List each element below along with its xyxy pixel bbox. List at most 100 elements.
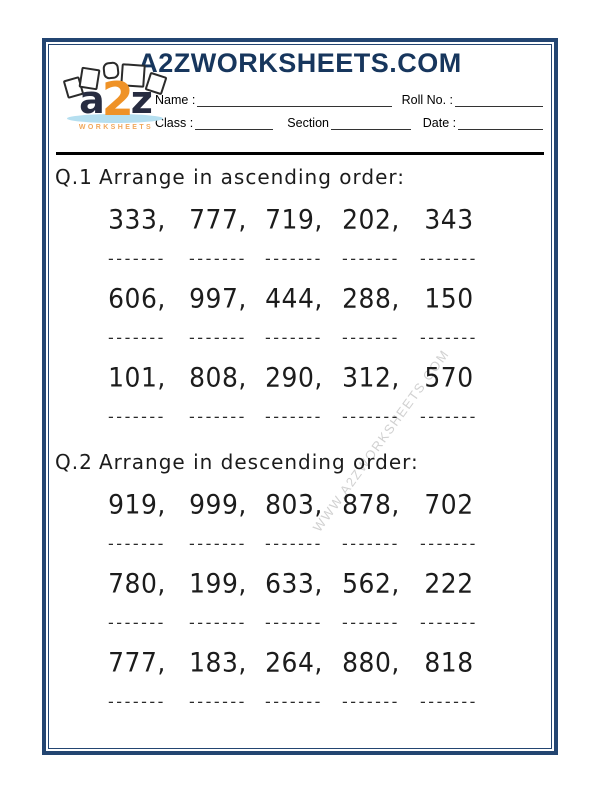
student-fields: Name : Roll No. : Class : Section Date : <box>155 93 543 130</box>
number-value: 444, <box>265 282 323 315</box>
header-divider <box>56 152 544 155</box>
numbers-row: 919, 999, 803, 878, 702 <box>55 488 545 521</box>
number-value: 183, <box>189 646 247 679</box>
date-line <box>458 116 543 130</box>
numbers-row: 606, 997, 444, 288, 150 <box>55 282 545 315</box>
page-border-inner: A2ZWORKSHEETS.COM a2z WORKSHEETS Name : <box>48 44 552 749</box>
answer-blanks-row: ------- ------- ------- ------- ------- <box>55 328 545 347</box>
worksheet-body: Q.1 Arrange in ascending order: 333, 777… <box>55 165 545 711</box>
number-value: 606, <box>108 282 166 315</box>
answer-blank: ------- <box>189 249 247 268</box>
roll-line <box>455 93 543 107</box>
number-value: 222 <box>424 567 474 600</box>
question-1-title: Arrange in ascending order: <box>99 165 406 189</box>
name-line <box>197 93 392 107</box>
answer-blank: ------- <box>342 534 400 553</box>
answer-blank: ------- <box>265 613 323 632</box>
answer-blank: ------- <box>189 534 247 553</box>
number-value: 919, <box>108 488 166 521</box>
answer-blank: ------- <box>420 407 478 426</box>
number-value: 878, <box>342 488 400 521</box>
number-value: 312, <box>342 361 400 394</box>
date-label: Date : <box>422 116 457 130</box>
number-value: 997, <box>189 282 247 315</box>
worksheet-header: A2ZWORKSHEETS.COM a2z WORKSHEETS Name : <box>55 48 545 144</box>
number-value: 343 <box>424 203 474 236</box>
number-value: 999, <box>189 488 247 521</box>
field-row-1: Name : Roll No. : <box>155 93 543 107</box>
number-value: 803, <box>265 488 323 521</box>
numbers-row: 333, 777, 719, 202, 343 <box>55 203 545 236</box>
number-value: 101, <box>108 361 166 394</box>
a2z-logo: a2z WORKSHEETS <box>62 61 169 142</box>
roll-label: Roll No. : <box>401 93 453 107</box>
number-value: 150 <box>424 282 474 315</box>
number-value: 719, <box>265 203 323 236</box>
answer-blank: ------- <box>108 534 166 553</box>
answer-blank: ------- <box>265 692 323 711</box>
question-2-heading: Q.2 Arrange in descending order: <box>55 450 545 474</box>
number-value: 880, <box>342 646 400 679</box>
answer-blank: ------- <box>265 328 323 347</box>
answer-blank: ------- <box>108 692 166 711</box>
number-value: 290, <box>265 361 323 394</box>
number-value: 780, <box>108 567 166 600</box>
answer-blank: ------- <box>189 407 247 426</box>
numbers-row: 101, 808, 290, 312, 570 <box>55 361 545 394</box>
number-value: 633, <box>265 567 323 600</box>
number-value: 288, <box>342 282 400 315</box>
answer-blanks-row: ------- ------- ------- ------- ------- <box>55 534 545 553</box>
logo-subtext: WORKSHEETS <box>78 124 154 131</box>
answer-blank: ------- <box>108 613 166 632</box>
logo-swoosh <box>67 114 163 123</box>
name-label: Name : <box>155 93 196 107</box>
logo-letter-2: 2 <box>101 72 134 126</box>
answer-blank: ------- <box>108 249 166 268</box>
answer-blank: ------- <box>342 249 400 268</box>
question-1-heading: Q.1 Arrange in ascending order: <box>55 165 545 189</box>
section-label: Section <box>287 116 329 130</box>
answer-blank: ------- <box>189 613 247 632</box>
number-value: 777, <box>108 646 166 679</box>
answer-blank: ------- <box>265 407 323 426</box>
number-value: 818 <box>424 646 474 679</box>
number-value: 777, <box>189 203 247 236</box>
answer-blank: ------- <box>342 692 400 711</box>
page-border: A2ZWORKSHEETS.COM a2z WORKSHEETS Name : <box>42 38 558 755</box>
answer-blanks-row: ------- ------- ------- ------- ------- <box>55 613 545 632</box>
numbers-row: 777, 183, 264, 880, 818 <box>55 646 545 679</box>
question-2-number: Q.2 <box>55 450 93 474</box>
answer-blanks-row: ------- ------- ------- ------- ------- <box>55 249 545 268</box>
logo-letter-a: a <box>79 78 105 122</box>
numbers-row: 780, 199, 633, 562, 222 <box>55 567 545 600</box>
answer-blank: ------- <box>420 249 478 268</box>
answer-blank: ------- <box>342 613 400 632</box>
number-value: 570 <box>424 361 474 394</box>
answer-blank: ------- <box>108 407 166 426</box>
number-value: 264, <box>265 646 323 679</box>
class-line <box>195 116 274 130</box>
answer-blank: ------- <box>420 692 478 711</box>
number-value: 562, <box>342 567 400 600</box>
answer-blank: ------- <box>342 407 400 426</box>
answer-blank: ------- <box>420 613 478 632</box>
number-value: 808, <box>189 361 247 394</box>
answer-blanks-row: ------- ------- ------- ------- ------- <box>55 692 545 711</box>
number-value: 333, <box>108 203 166 236</box>
answer-blank: ------- <box>189 692 247 711</box>
field-row-2: Class : Section Date : <box>155 116 543 130</box>
site-title: A2ZWORKSHEETS.COM <box>138 48 462 78</box>
answer-blank: ------- <box>265 249 323 268</box>
class-label: Class : <box>155 116 194 130</box>
answer-blanks-row: ------- ------- ------- ------- ------- <box>55 407 545 426</box>
answer-blank: ------- <box>265 534 323 553</box>
answer-blank: ------- <box>420 534 478 553</box>
answer-blank: ------- <box>420 328 478 347</box>
logo-wordmark: a2z <box>63 76 169 132</box>
question-2-title: Arrange in descending order: <box>99 450 419 474</box>
answer-blank: ------- <box>342 328 400 347</box>
answer-blank: ------- <box>189 328 247 347</box>
number-value: 202, <box>342 203 400 236</box>
question-1-number: Q.1 <box>55 165 93 189</box>
